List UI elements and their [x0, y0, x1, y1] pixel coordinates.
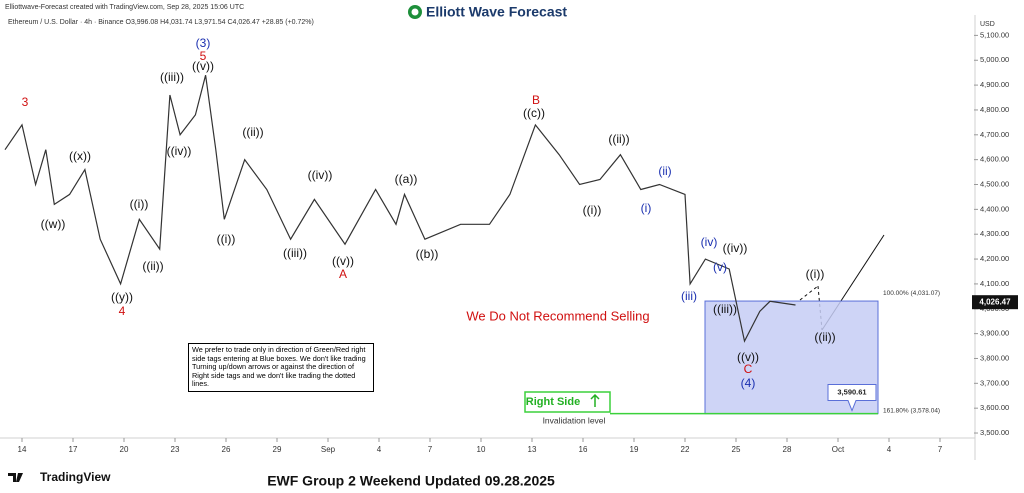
target-label: 3,590.61 [837, 387, 866, 396]
note: We prefer to trade only in direction of … [188, 343, 374, 392]
y-tick-label: 5,000.00 [980, 55, 1009, 64]
y-tick-label: 4,600.00 [980, 155, 1009, 164]
y-tick-label: 4,300.00 [980, 229, 1009, 238]
x-tick-label: 23 [171, 445, 180, 454]
wave-label: 5 [200, 49, 207, 63]
wave-label: A [339, 267, 347, 281]
wave-label: (i) [641, 201, 652, 215]
y-tick-label: 3,500.00 [980, 428, 1009, 437]
wave-label: ((v)) [192, 59, 214, 73]
wave-label: ((v)) [332, 254, 354, 268]
y-tick-label: 4,800.00 [980, 105, 1009, 114]
x-tick-label: 4 [887, 445, 892, 454]
x-tick-label: 14 [18, 445, 27, 454]
x-tick-label: 10 [477, 445, 486, 454]
wave-label: ((i)) [130, 197, 149, 211]
y-tick-label: 4,900.00 [980, 80, 1009, 89]
target-callout [827, 384, 877, 412]
x-tick-label: Oct [832, 445, 845, 454]
y-tick-label: 4,400.00 [980, 204, 1009, 213]
footer-title: EWF Group 2 Weekend Updated 09.28.2025 [267, 473, 555, 489]
y-tick-label: 4,700.00 [980, 130, 1009, 139]
x-tick-label: 7 [428, 445, 433, 454]
zone-top-label: 100.00% (4,031.07) [883, 290, 940, 297]
wave-label: (3) [196, 36, 211, 50]
x-tick-label: 22 [681, 445, 690, 454]
wave-label: ((iv)) [308, 168, 333, 182]
wave-label: ((i)) [217, 232, 236, 246]
x-tick-label: 17 [69, 445, 78, 454]
right-side-label: Right Side [526, 396, 580, 408]
price-line [4, 75, 796, 343]
wave-label: 4 [119, 304, 126, 318]
wave-label: (iii) [681, 289, 697, 303]
wave-label: ((iii)) [160, 70, 184, 84]
wave-label: ((iii)) [283, 246, 307, 260]
wave-label: 3 [22, 95, 29, 109]
y-tick-label: 5,100.00 [980, 30, 1009, 39]
y-tick-label: 3,700.00 [980, 378, 1009, 387]
wave-label: B [532, 93, 540, 107]
wave-label: ((y)) [111, 290, 133, 304]
x-tick-label: 4 [377, 445, 382, 454]
x-tick-label: Sep [321, 445, 336, 454]
x-tick-label: 28 [783, 445, 792, 454]
x-tick-label: 26 [222, 445, 231, 454]
y-tick-label: 3,800.00 [980, 353, 1009, 362]
brand-icon [8, 473, 23, 482]
y-tick-label: 3,900.00 [980, 329, 1009, 338]
projection-dotted [799, 285, 819, 301]
credit: Elliottwave-Forecast created with Tradin… [5, 4, 244, 11]
wave-label: ((ii)) [608, 132, 629, 146]
y-tick-label: 3,600.00 [980, 403, 1009, 412]
wave-label: ((i)) [583, 203, 602, 217]
wave-label: ((c)) [523, 106, 545, 120]
logo-icon-inner [411, 8, 419, 16]
symbol-info: Ethereum / U.S. Dollar · 4h · Binance O3… [8, 19, 314, 26]
y-tick-label: 4,500.00 [980, 179, 1009, 188]
up-arrow [590, 393, 600, 407]
warning: We Do Not Recommend Selling [466, 308, 649, 323]
wave-label: ((a)) [395, 172, 418, 186]
wave-label: C [744, 362, 753, 376]
x-tick-label: 25 [732, 445, 741, 454]
logo-text: Elliott Wave Forecast [426, 4, 567, 20]
wave-label: ((ii)) [242, 125, 263, 139]
wave-label: ((i)) [806, 267, 825, 281]
wave-label: ((w)) [41, 217, 66, 231]
x-tick-label: 7 [938, 445, 943, 454]
wave-label: ((ii)) [814, 330, 835, 344]
y-unit: USD [980, 21, 995, 28]
y-tick-label: 4,100.00 [980, 279, 1009, 288]
x-tick-label: 20 [120, 445, 129, 454]
wave-label: ((iv)) [167, 144, 192, 158]
wave-label: ((x)) [69, 149, 91, 163]
wave-label: (v) [713, 260, 727, 274]
last-price-label: 4,026.47 [979, 297, 1011, 306]
wave-label: ((iii)) [713, 302, 737, 316]
x-tick-label: 13 [528, 445, 537, 454]
wave-label: (ii) [658, 164, 671, 178]
x-tick-label: 19 [630, 445, 639, 454]
wave-label: ((iv)) [723, 241, 748, 255]
zone-bottom-label: 161.80% (3,578.04) [883, 407, 940, 414]
wave-label: ((v)) [737, 350, 759, 364]
right-side-tag [524, 391, 611, 413]
wave-label: ((b)) [416, 247, 439, 261]
last-price-tag [972, 295, 1018, 310]
x-tick-label: 29 [273, 445, 282, 454]
brand: TradingView [40, 470, 111, 484]
wave-label: ((ii)) [142, 259, 163, 273]
wave-label: (4) [741, 376, 756, 390]
x-tick-label: 16 [579, 445, 588, 454]
wave-label: (iv) [701, 235, 718, 249]
invalidation-label: Invalidation level [543, 415, 606, 425]
y-tick-label: 4,200.00 [980, 254, 1009, 263]
